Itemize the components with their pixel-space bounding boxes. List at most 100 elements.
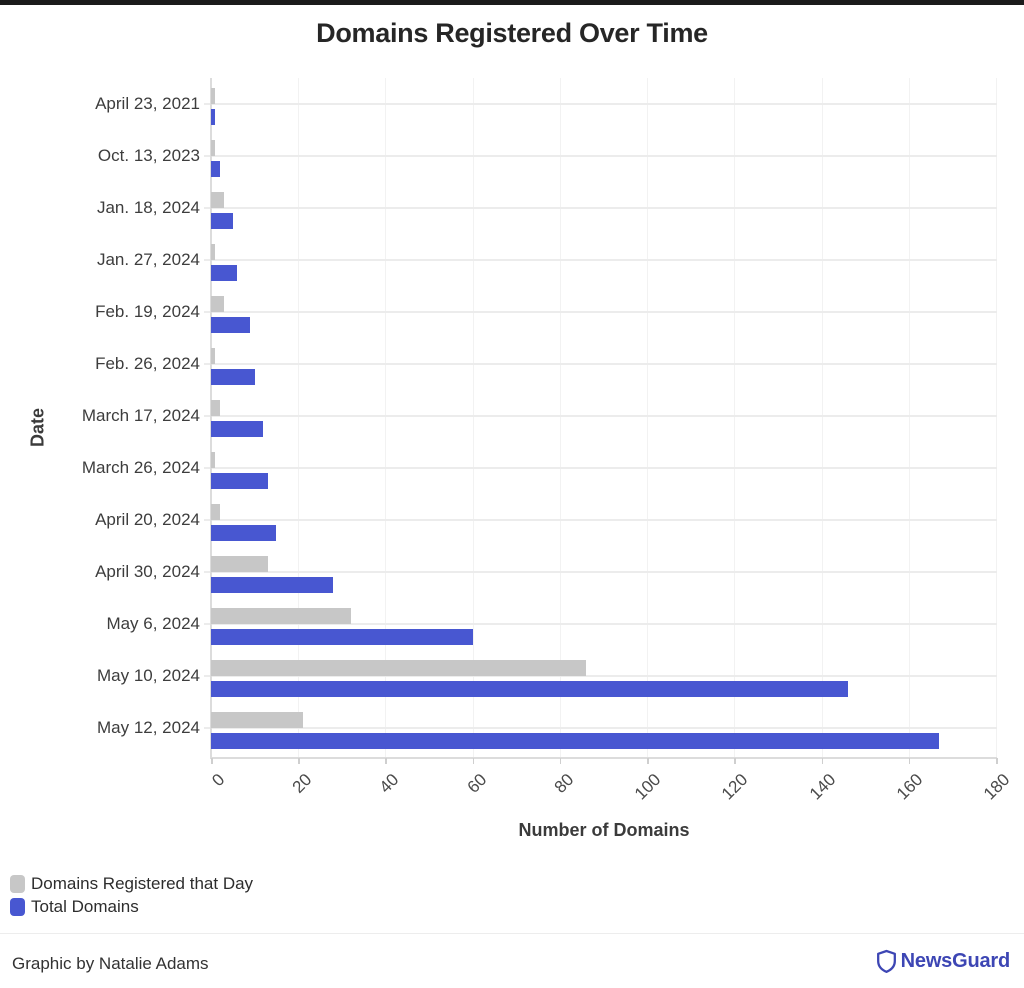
grid-line-vertical [734, 78, 736, 757]
bar-registered-that-day [211, 140, 216, 156]
top-border-strip [0, 0, 1024, 5]
x-tick-label: 40 [376, 770, 403, 797]
grid-line-row [204, 571, 997, 573]
y-axis-line [210, 78, 212, 757]
bar-registered-that-day [211, 452, 216, 468]
x-tick-mark [647, 758, 649, 764]
y-tick-label: Oct. 13, 2023 [97, 146, 200, 165]
y-tick-label: March 17, 2024 [81, 406, 200, 425]
x-tick-label: 0 [208, 770, 229, 791]
bar-total-domains [211, 525, 277, 541]
bar-registered-that-day [211, 244, 216, 260]
legend-swatch-gray-icon [10, 874, 25, 893]
grid-line-row [204, 363, 997, 365]
y-tick-label: Feb. 19, 2024 [95, 302, 200, 321]
x-tick-mark [211, 758, 213, 764]
y-tick-label: March 26, 2024 [81, 458, 200, 477]
x-tick-label: 180 [979, 770, 1014, 804]
x-tick-label: 20 [288, 770, 316, 797]
grid-line-row [204, 207, 997, 209]
chart-legend: Domains Registered that Day Total Domain… [10, 872, 253, 918]
shield-icon [876, 949, 897, 974]
grid-line-vertical [821, 78, 823, 757]
bar-total-domains [211, 421, 264, 437]
grid-line-vertical [385, 78, 387, 757]
footer-divider [0, 933, 1024, 934]
bar-total-domains [211, 629, 473, 645]
legend-label-registered: Domains Registered that Day [31, 873, 254, 893]
grid-line-vertical [472, 78, 474, 757]
bar-total-domains [211, 265, 238, 281]
bar-registered-that-day [211, 660, 587, 676]
bar-registered-that-day [211, 712, 303, 728]
bar-total-domains [211, 681, 848, 697]
grid-line-row [204, 623, 997, 625]
y-tick-label: Jan. 27, 2024 [96, 250, 200, 269]
y-tick-label: Feb. 26, 2024 [95, 354, 200, 373]
x-tick-mark [559, 758, 562, 764]
grid-line-vertical [559, 78, 561, 757]
bar-registered-that-day [211, 608, 351, 624]
legend-label-total: Total Domains [31, 896, 139, 916]
grid-line-row [204, 311, 997, 313]
grid-line-row [204, 155, 997, 157]
credit-text: Graphic by Natalie Adams [12, 954, 209, 973]
newsguard-logo: NewsGuard [876, 949, 1010, 974]
bar-total-domains [211, 473, 268, 489]
y-tick-label: May 12, 2024 [96, 718, 200, 737]
y-tick-label: April 20, 2024 [95, 510, 200, 529]
bar-total-domains [211, 213, 233, 229]
bar-total-domains [211, 733, 940, 749]
bar-total-domains [211, 369, 255, 385]
x-tick-mark [298, 758, 300, 764]
y-tick-label: April 23, 2021 [95, 94, 200, 113]
brand-wordmark: NewsGuard [900, 950, 1011, 972]
legend-item-registered: Domains Registered that Day [10, 872, 253, 895]
x-tick-label: 100 [631, 770, 665, 804]
legend-item-total: Total Domains [10, 895, 253, 918]
x-tick-label: 120 [718, 770, 752, 804]
grid-line-vertical [647, 78, 649, 757]
grid-line-vertical [908, 78, 910, 757]
bar-registered-that-day [211, 348, 216, 364]
grid-line-row [204, 415, 997, 417]
grid-line-vertical [298, 78, 300, 757]
y-tick-label: May 6, 2024 [106, 614, 200, 633]
grid-line-row [204, 467, 997, 469]
bar-total-domains [211, 161, 220, 177]
x-axis-title: Number of Domains [518, 820, 690, 840]
chart-title: Domains Registered Over Time [316, 18, 708, 48]
y-tick-label: May 10, 2024 [96, 666, 200, 685]
bar-registered-that-day [211, 192, 225, 208]
x-tick-mark [821, 758, 824, 764]
grid-line-row [204, 727, 997, 729]
y-axis-title: Date [27, 408, 48, 448]
grid-line-row [204, 675, 997, 677]
x-tick-mark [734, 758, 736, 764]
bar-total-domains [211, 577, 334, 593]
x-tick-mark [385, 758, 387, 764]
bar-registered-that-day [211, 556, 268, 572]
grid-line-vertical [996, 78, 997, 757]
legend-swatch-blue-icon [10, 897, 25, 916]
x-tick-mark [908, 758, 911, 764]
x-tick-mark [472, 758, 475, 764]
y-tick-label: Jan. 18, 2024 [96, 198, 200, 217]
x-tick-label: 160 [892, 770, 927, 804]
x-tick-label: 60 [463, 770, 491, 797]
bar-registered-that-day [211, 504, 220, 520]
bar-registered-that-day [211, 400, 220, 416]
grid-line-row [204, 259, 997, 261]
x-tick-label: 80 [550, 770, 578, 797]
x-tick-mark [996, 758, 998, 764]
bar-registered-that-day [211, 88, 216, 104]
grid-line-row [204, 103, 997, 105]
x-tick-label: 140 [805, 770, 839, 804]
bar-total-domains [211, 109, 216, 125]
grid-line-row [204, 519, 997, 521]
bar-total-domains [211, 317, 251, 333]
bar-registered-that-day [211, 296, 225, 312]
y-tick-label: April 30, 2024 [95, 562, 200, 581]
